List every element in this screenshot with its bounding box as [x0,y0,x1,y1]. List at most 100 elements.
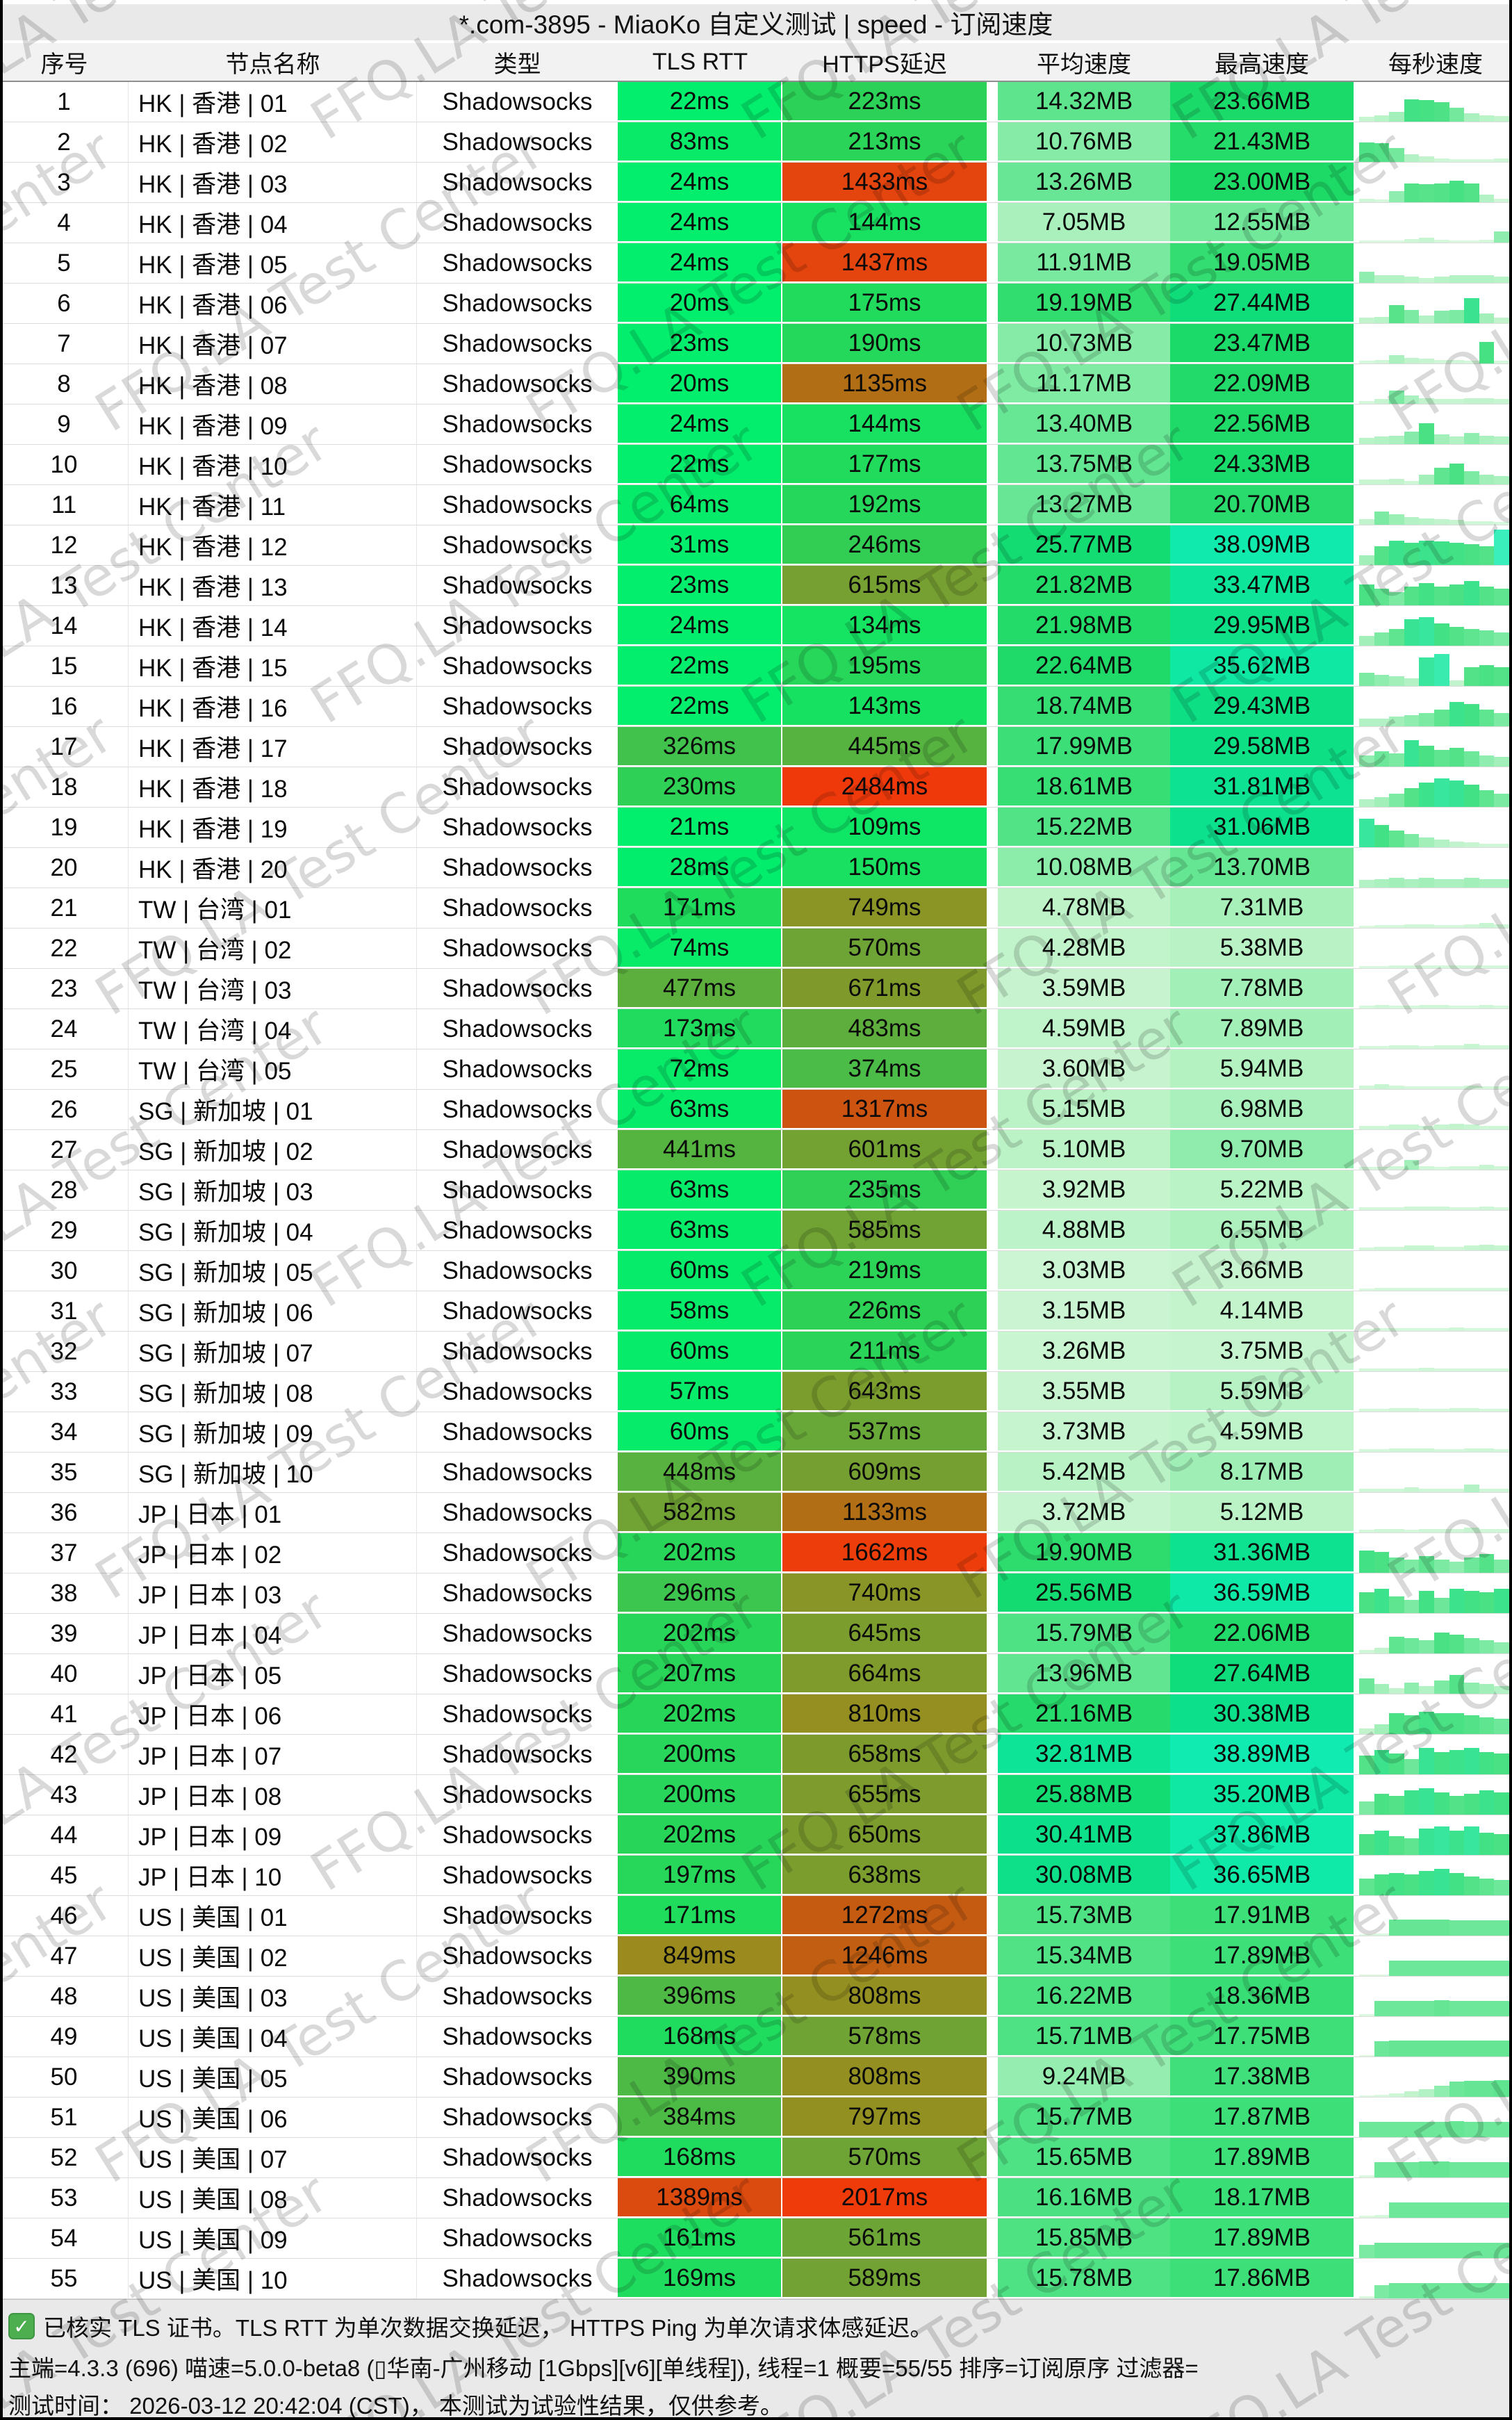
per-second-speed-chart [1359,1049,1509,1089]
cell-tls-rtt: 396ms [618,1977,781,2015]
cell-node-name: HK | 香港 | 09 [129,404,417,444]
speed-bar [1433,1869,1449,1895]
speed-bar [1464,785,1479,807]
speed-bar [1389,1006,1404,1008]
speed-bar [1433,1598,1449,1613]
speed-bar [1464,1528,1479,1532]
cell-protocol-type: Shadowsocks [442,813,593,841]
cell-node-name: JP | 日本 | 10 [129,1856,417,1895]
speed-bar [1494,2122,1509,2137]
per-second-speed-chart [1359,203,1509,243]
speed-bar [1464,544,1479,565]
speed-bar [1389,1288,1404,1291]
speed-bar [1419,1829,1434,1855]
speed-bar [1449,2162,1465,2177]
speed-bar [1374,589,1390,605]
speed-bar [1389,2001,1404,2016]
speed-bar [1404,2162,1420,2177]
cell-tls-rtt: 22ms [618,687,781,725]
cell-avg-speed: 19.90MB [998,1533,1170,1571]
speed-bar [1433,2161,1449,2177]
speed-bar [1449,842,1465,847]
cell-max-speed: 3.66MB [1170,1251,1354,1289]
speed-bar [1449,1589,1465,1613]
speed-bar [1433,1792,1449,1815]
speed-bar [1464,2122,1479,2137]
speed-bar [1404,1683,1420,1694]
table-row: 40 JP | 日本 | 05 Shadowsocks 207ms 664ms 13.96… [0,1654,1512,1694]
cell-https-latency: 643ms [782,1372,987,1410]
speed-bar [1374,1288,1390,1291]
speed-bar [1479,1328,1495,1331]
cell-tls-rtt: 58ms [618,1291,781,1330]
speed-bar [1404,1874,1420,1895]
speed-bar [1389,514,1404,525]
speed-bar [1494,1880,1509,1895]
speed-bar [1374,2162,1390,2177]
cell-index: 4 [0,203,129,243]
table-row: 27 SG | 新加坡 | 02 Shadowsocks 441ms 601ms 5.10… [0,1130,1512,1170]
speed-bar [1389,1836,1404,1855]
speed-bar [1449,1713,1465,1734]
cell-tls-rtt: 202ms [618,1694,781,1733]
cell-node-name: SG | 新加坡 | 01 [129,1090,417,1129]
speed-bar [1433,587,1449,605]
cell-node-name: HK | 香港 | 18 [129,767,417,807]
speed-bar [1359,1530,1374,1532]
speed-bar [1359,318,1374,323]
cell-https-latency: 1662ms [782,1533,987,1571]
speed-bar [1433,1086,1449,1089]
cell-protocol-type: Shadowsocks [442,1498,593,1526]
cell-node-name: HK | 香港 | 11 [129,485,417,525]
speed-bar [1359,1006,1374,1008]
cell-https-latency: 374ms [782,1049,987,1088]
table-row: 33 SG | 新加坡 | 08 Shadowsocks 57ms 643ms 3.55M… [0,1372,1512,1412]
table-row: 53 US | 美国 | 08 Shadowsocks 1389ms 2017ms 16.… [0,2178,1512,2218]
speed-bar [1433,399,1449,404]
cell-avg-speed: 19.19MB [998,284,1170,322]
per-second-speed-chart [1359,1735,1509,1774]
cell-max-speed: 23.47MB [1170,324,1354,362]
table-row: 14 HK | 香港 | 14 Shadowsocks 24ms 134ms 21.98M… [0,606,1512,646]
speed-bar [1494,1449,1509,1452]
cell-max-speed: 27.44MB [1170,284,1354,322]
speed-bar [1449,360,1465,363]
speed-bar [1419,1686,1434,1694]
speed-bar [1494,632,1509,646]
speed-bar [1449,584,1465,605]
speed-bar [1389,436,1404,444]
speed-bar [1419,1288,1434,1291]
cell-https-latency: 235ms [782,1170,987,1209]
cell-https-latency: 483ms [782,1009,987,1047]
cell-protocol-type: Shadowsocks [442,2103,593,2131]
cell-protocol-type: Shadowsocks [442,1700,593,1728]
speed-bar [1494,1166,1509,1170]
speed-bar [1449,310,1465,323]
speed-bar [1374,115,1390,122]
per-second-speed-chart [1359,1533,1509,1573]
per-second-speed-chart [1359,1211,1509,1250]
cell-index: 20 [0,848,129,888]
speed-bar [1449,2121,1465,2137]
speed-bar [1433,1368,1449,1371]
speed-bar [1359,2216,1374,2218]
speed-bar [1494,277,1509,283]
cell-index: 35 [0,1453,129,1492]
table-row: 35 SG | 新加坡 | 10 Shadowsocks 448ms 609ms 5.42… [0,1453,1512,1493]
cell-avg-speed: 15.71MB [998,2017,1170,2055]
per-second-speed-chart [1359,606,1509,646]
speed-bar [1419,1871,1434,1895]
cell-https-latency: 561ms [782,2218,987,2257]
speed-bar [1359,1289,1374,1291]
cell-node-name: TW | 台湾 | 04 [129,1009,417,1049]
cell-avg-speed: 15.22MB [998,808,1170,846]
speed-bar [1449,1006,1465,1008]
speed-bar [1404,1920,1420,1936]
speed-bar [1359,1046,1374,1049]
speed-bar [1404,154,1420,162]
cell-tls-rtt: 28ms [618,848,781,886]
per-second-speed-chart [1359,1936,1509,1976]
cell-max-speed: 23.00MB [1170,163,1354,201]
cell-node-name: SG | 新加坡 | 03 [129,1170,417,1210]
speed-bar [1464,1591,1479,1613]
